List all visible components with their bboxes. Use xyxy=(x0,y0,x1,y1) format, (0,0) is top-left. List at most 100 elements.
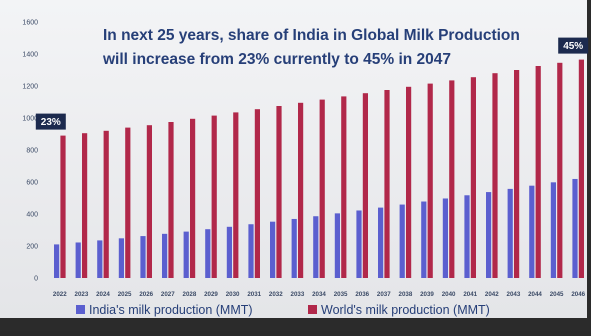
bar-india-2042 xyxy=(486,192,492,278)
bar-world-2035 xyxy=(341,96,347,279)
x-tick-label: 2043 xyxy=(507,291,521,298)
x-tick-label: 2035 xyxy=(334,291,348,298)
x-tick-label: 2026 xyxy=(139,291,153,298)
bar-group xyxy=(54,59,584,279)
title-line-1: In next 25 years, share of India in Glob… xyxy=(103,27,520,44)
x-tick-label: 2033 xyxy=(291,291,305,298)
bar-india-2039 xyxy=(421,201,427,278)
bar-world-2029 xyxy=(211,115,217,278)
x-tick-label: 2046 xyxy=(571,291,585,298)
bar-india-2041 xyxy=(464,195,470,278)
bar-world-2037 xyxy=(384,90,390,278)
bar-world-2027 xyxy=(168,122,174,278)
bar-world-2028 xyxy=(190,118,196,278)
x-axis: 2022 2023 2024 2025 2026 2027 2028 2029 2030 2031… xyxy=(53,291,586,298)
x-tick-label: 2029 xyxy=(204,291,218,298)
y-tick-label: 1200 xyxy=(22,84,38,91)
bar-world-2042 xyxy=(492,73,498,278)
y-tick-label: 400 xyxy=(26,212,38,219)
x-tick-label: 2034 xyxy=(312,291,326,298)
bar-india-2032 xyxy=(270,221,276,278)
x-tick-label: 2038 xyxy=(399,291,413,298)
bar-india-2023 xyxy=(75,242,81,278)
x-tick-label: 2045 xyxy=(550,291,564,298)
x-tick-label: 2039 xyxy=(420,291,434,298)
x-tick-label: 2032 xyxy=(269,291,283,298)
bar-india-2043 xyxy=(507,188,513,278)
callout-label-2022: 23% xyxy=(41,117,61,128)
bar-world-2045 xyxy=(557,62,563,278)
bar-world-2039 xyxy=(427,83,433,278)
x-tick-label: 2027 xyxy=(161,291,175,298)
y-tick-label: 200 xyxy=(26,244,38,251)
x-tick-label: 2030 xyxy=(226,291,240,298)
bar-world-2036 xyxy=(362,93,368,278)
x-tick-label: 2041 xyxy=(463,291,477,298)
x-tick-label: 2044 xyxy=(528,291,542,298)
y-tick-label: 600 xyxy=(26,180,38,187)
legend-label-india: India's milk production (MMT) xyxy=(89,303,253,317)
bar-india-2026 xyxy=(140,236,146,278)
x-tick-label: 2036 xyxy=(355,291,369,298)
x-tick-label: 2022 xyxy=(53,291,67,298)
bar-world-2023 xyxy=(82,133,88,278)
bar-india-2045 xyxy=(550,182,556,278)
bar-india-2044 xyxy=(529,185,535,278)
bar-india-2038 xyxy=(399,204,405,278)
y-tick-label: 1600 xyxy=(22,20,38,27)
bar-world-2040 xyxy=(449,80,455,279)
bar-world-2046 xyxy=(578,59,584,278)
bar-india-2031 xyxy=(248,224,254,278)
bar-world-2041 xyxy=(470,77,476,278)
callouts: 23% 45% xyxy=(35,37,589,130)
bar-india-2033 xyxy=(291,218,297,278)
bar-india-2036 xyxy=(356,210,362,278)
legend: India's milk production (MMT) World's mi… xyxy=(76,303,490,317)
x-tick-label: 2040 xyxy=(442,291,456,298)
bar-world-2031 xyxy=(254,109,260,278)
x-tick-label: 2024 xyxy=(96,291,110,298)
x-tick-label: 2023 xyxy=(75,291,89,298)
callout-box-2022 xyxy=(35,113,66,130)
bar-india-2029 xyxy=(205,229,211,278)
bar-world-2026 xyxy=(146,125,152,278)
bar-world-2034 xyxy=(319,99,325,278)
bar-world-2030 xyxy=(233,112,239,279)
callout-box-2046 xyxy=(558,37,589,54)
bar-india-2046 xyxy=(572,178,578,278)
y-axis: 0 200 400 600 800 1000 1200 1400 1600 xyxy=(22,20,38,283)
bar-india-2030 xyxy=(226,226,232,278)
x-tick-label: 2028 xyxy=(183,291,197,298)
bar-india-2034 xyxy=(313,216,319,278)
legend-label-world: World's milk production (MMT) xyxy=(321,303,490,317)
bar-india-2035 xyxy=(334,213,340,278)
bar-india-2024 xyxy=(97,240,103,278)
y-tick-label: 1400 xyxy=(22,52,38,59)
x-tick-label: 2042 xyxy=(485,291,499,298)
bar-india-2040 xyxy=(442,198,448,278)
bar-india-2027 xyxy=(162,233,168,278)
bar-world-2044 xyxy=(535,66,541,278)
bar-world-2043 xyxy=(514,70,520,278)
callout-label-2046: 45% xyxy=(563,41,583,52)
bar-india-2025 xyxy=(118,238,124,278)
title-line-2: will increase from 23% currently to 45% … xyxy=(102,51,451,68)
bar-world-2025 xyxy=(125,127,131,278)
legend-swatch-world xyxy=(308,305,317,314)
bar-world-2022 xyxy=(60,135,66,278)
y-tick-label: 1000 xyxy=(22,116,38,123)
y-tick-label: 0 xyxy=(34,276,38,283)
legend-swatch-india xyxy=(76,305,85,314)
bar-world-2024 xyxy=(103,130,109,278)
bar-world-2033 xyxy=(298,102,304,278)
x-tick-label: 2031 xyxy=(247,291,261,298)
bar-world-2032 xyxy=(276,106,282,278)
bar-world-2038 xyxy=(406,86,412,278)
x-tick-label: 2025 xyxy=(118,291,132,298)
bar-india-2037 xyxy=(378,207,384,278)
bar-india-2022 xyxy=(54,244,60,278)
y-tick-label: 800 xyxy=(26,148,38,155)
x-tick-label: 2037 xyxy=(377,291,391,298)
